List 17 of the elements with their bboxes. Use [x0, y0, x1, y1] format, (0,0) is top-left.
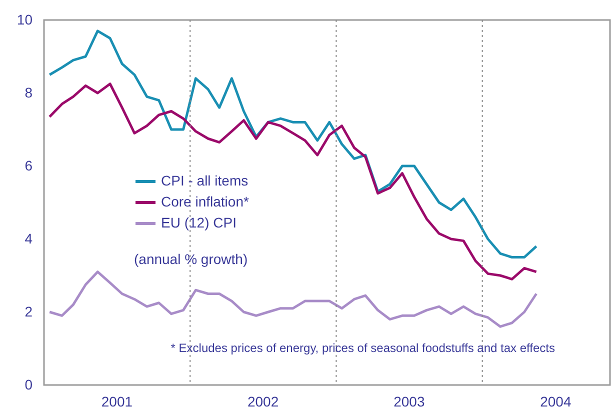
legend-label: CPI - all items	[161, 172, 248, 188]
y-tick-label: 0	[24, 376, 33, 392]
x-tick-label: 2004	[540, 394, 572, 410]
line-series	[48, 270, 538, 328]
x-tick-label: 2001	[101, 394, 133, 410]
annotation: (annual % growth)	[134, 251, 248, 267]
y-tick-label: 10	[16, 12, 33, 28]
y-tick-label: 8	[24, 84, 33, 100]
line-series	[48, 82, 538, 280]
x-tick-label: 2003	[394, 394, 425, 410]
legend-label: Core inflation*	[161, 194, 250, 210]
y-tick-label: 2	[24, 304, 33, 320]
x-tick-label: 2002	[247, 394, 279, 410]
annotation: * Excludes prices of energy, prices of seasonal foodstuffs and tax effects	[170, 341, 555, 355]
y-tick-label: 4	[24, 230, 33, 246]
legend-label: EU (12) CPI	[161, 214, 236, 230]
y-tick-label: 6	[24, 158, 33, 174]
